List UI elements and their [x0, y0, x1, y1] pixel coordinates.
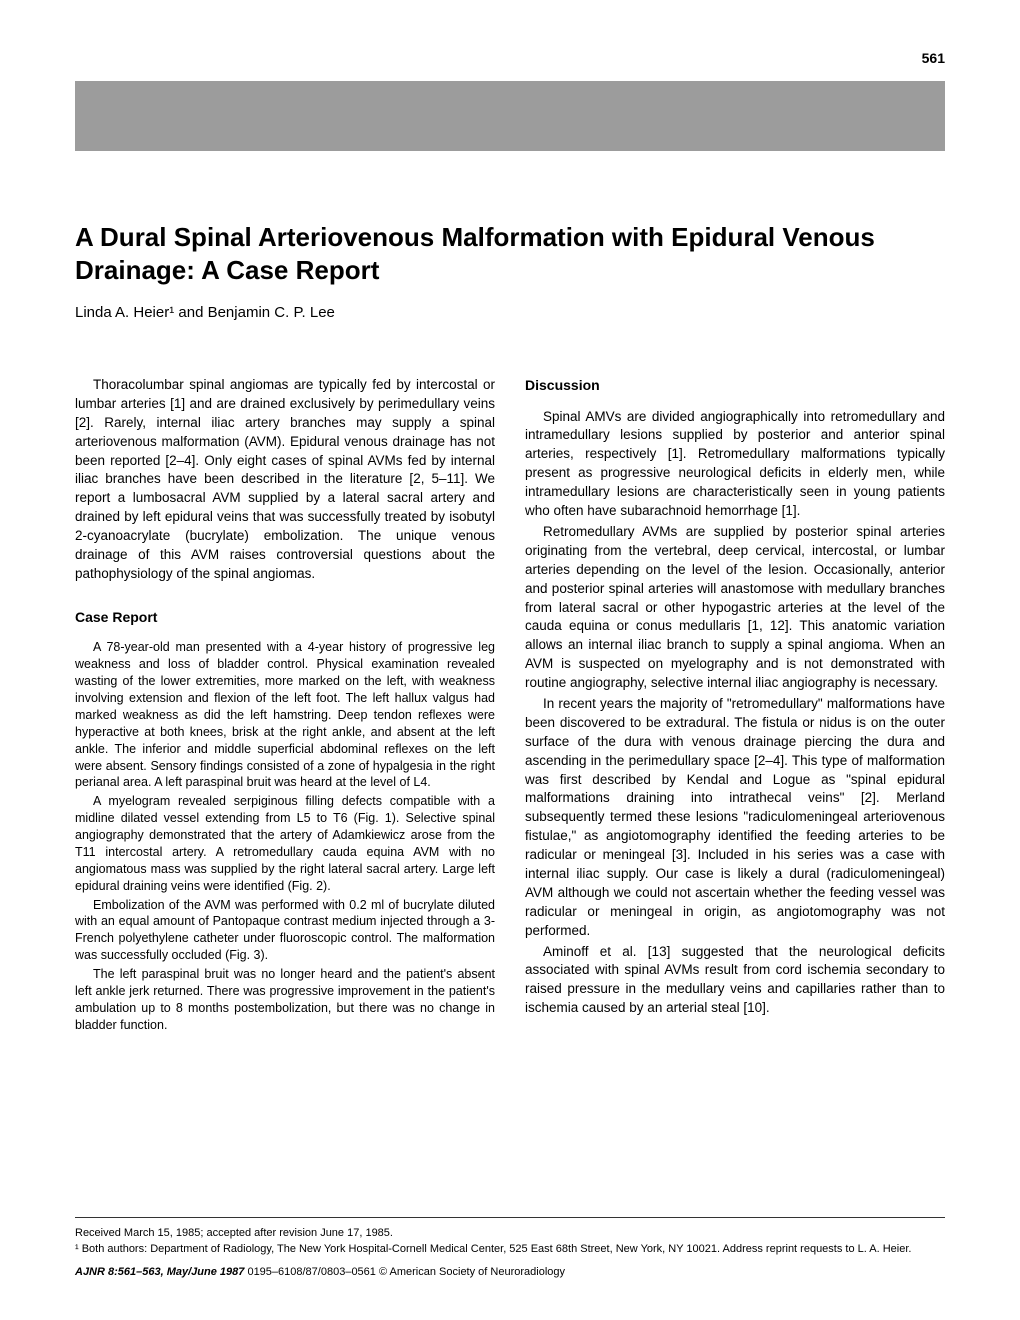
case-report-heading: Case Report [75, 608, 495, 628]
discussion-paragraph-1: Spinal AMVs are divided angiographically… [525, 408, 945, 521]
footer-journal-bold: AJNR 8:561–563, May/June 1987 [75, 1266, 244, 1278]
footer-affiliation: ¹ Both authors: Department of Radiology,… [75, 1242, 945, 1257]
authors: Linda A. Heier¹ and Benjamin C. P. Lee [75, 304, 945, 321]
discussion-heading: Discussion [525, 376, 945, 396]
footer-received: Received March 15, 1985; accepted after … [75, 1226, 945, 1241]
case-paragraph-2: A myelogram revealed serpiginous filling… [75, 793, 495, 894]
case-paragraph-4: The left paraspinal bruit was no longer … [75, 966, 495, 1034]
article-title: A Dural Spinal Arteriovenous Malformatio… [75, 221, 945, 286]
page-number: 561 [75, 50, 945, 66]
header-bar [75, 81, 945, 151]
footer-journal-rest: 0195–6108/87/0803–0561 © American Societ… [244, 1266, 565, 1278]
left-column: Thoracolumbar spinal angiomas are typica… [75, 376, 495, 1036]
right-column: Discussion Spinal AMVs are divided angio… [525, 376, 945, 1036]
discussion-paragraph-3: In recent years the majority of "retrome… [525, 695, 945, 941]
case-paragraph-1: A 78-year-old man presented with a 4-yea… [75, 639, 495, 791]
case-paragraph-3: Embolization of the AVM was performed wi… [75, 897, 495, 965]
footer-journal: AJNR 8:561–563, May/June 1987 0195–6108/… [75, 1265, 945, 1280]
discussion-paragraph-2: Retromedullary AVMs are supplied by post… [525, 523, 945, 693]
footer: Received March 15, 1985; accepted after … [75, 1217, 945, 1280]
discussion-paragraph-4: Aminoff et al. [13] suggested that the n… [525, 943, 945, 1019]
content-columns: Thoracolumbar spinal angiomas are typica… [75, 376, 945, 1036]
intro-paragraph: Thoracolumbar spinal angiomas are typica… [75, 376, 495, 584]
